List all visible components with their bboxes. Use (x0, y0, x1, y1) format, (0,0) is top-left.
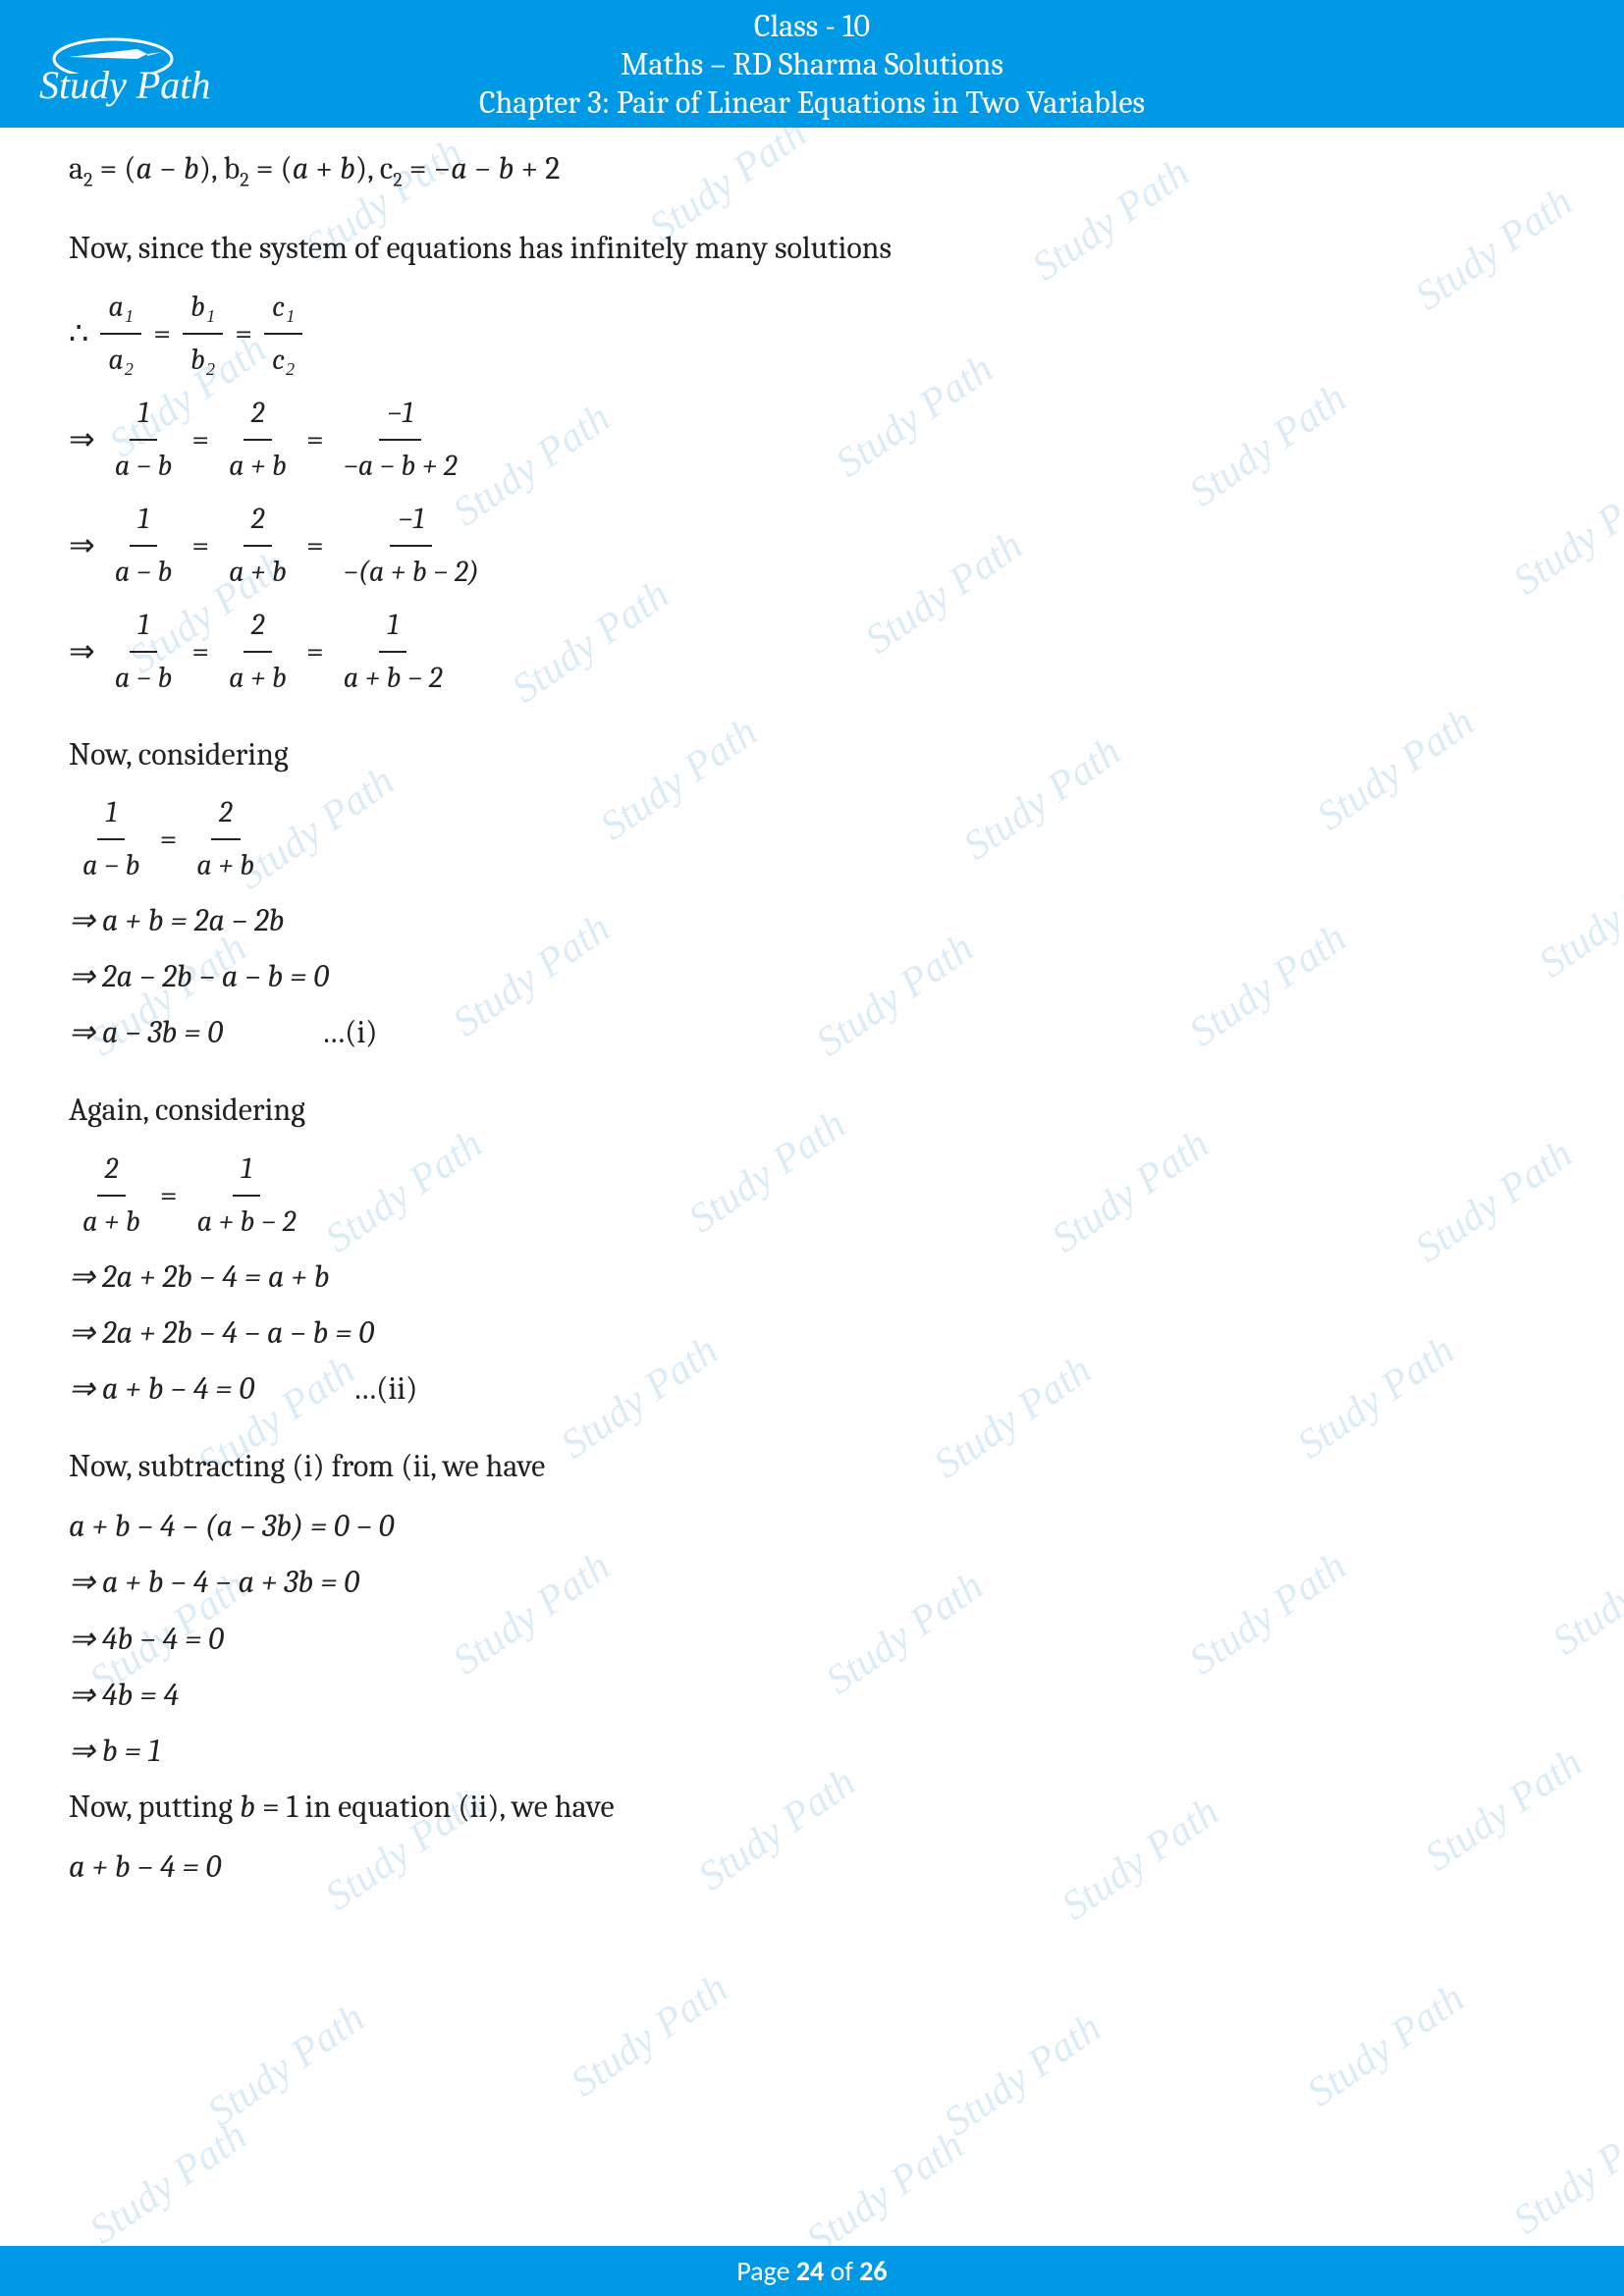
frac-line-4: ⇒ 1a − b=2a + b=1a + b − 2 (69, 602, 1555, 702)
para-subtracting: Now, subtracting (i) from (ii, we have (69, 1441, 1555, 1491)
para-infinite: Now, since the system of equations has i… (69, 223, 1555, 273)
eq-12: a + b − 4 = 0 (69, 1842, 1555, 1892)
para-considering-1: Now, considering (69, 729, 1555, 779)
coeff-line: a2 = (a − b), b2 = (a + b), c2 = −a − b … (69, 143, 1555, 195)
eq-3: ⇒ a − 3b = 0 …(i) (69, 1007, 1555, 1057)
header-chapter: Chapter 3: Pair of Linear Equations in T… (29, 84, 1595, 121)
header-subject: Maths – RD Sharma Solutions (29, 46, 1595, 82)
logo: Study Path (39, 15, 216, 113)
eq-7: a + b − 4 − (a − 3b) = 0 − 0 (69, 1501, 1555, 1551)
eq-5: ⇒ 2a + 2b − 4 − a − b = 0 (69, 1308, 1555, 1358)
eq-6-expr: ⇒ a + b − 4 = 0 (69, 1363, 254, 1414)
para-putting: Now, putting b = 1 in equation (ii), we … (69, 1782, 1555, 1832)
header-class: Class - 10 (29, 8, 1595, 44)
coeff-text: a2 = (a − b), b2 = (a + b), c2 = −a − b … (69, 143, 560, 195)
frac-line-1: ∴ a₁a₂=b₁b₂=c₁c₂ (69, 284, 1555, 384)
frac-line-3: ⇒ 1a − b=2a + b=−1−(a + b − 2) (69, 496, 1555, 596)
eq-3-expr: ⇒ a − 3b = 0 (69, 1007, 223, 1057)
eq-10: ⇒ 4b = 4 (69, 1670, 1555, 1720)
header-titles: Class - 10 Maths – RD Sharma Solutions C… (29, 8, 1595, 121)
frac-line-6: 2a + b=1a + b − 2 (69, 1146, 1555, 1246)
eq-8: ⇒ a + b − 4 − a + 3b = 0 (69, 1557, 1555, 1607)
page-header: Study Path Class - 10 Maths – RD Sharma … (0, 0, 1624, 128)
footer-current: 24 (796, 2254, 824, 2288)
frac-line-5: 1a − b=2a + b (69, 789, 1555, 889)
frac-line-2: ⇒ 1a − b=2a + b=−1−a − b + 2 (69, 390, 1555, 490)
eq-3-num: …(i) (321, 1007, 377, 1057)
footer-mid: of (824, 2254, 859, 2288)
eq-4: ⇒ 2a + 2b − 4 = a + b (69, 1252, 1555, 1302)
page-footer: Page 24 of 26 (0, 2246, 1624, 2296)
eq-11: ⇒ b = 1 (69, 1726, 1555, 1776)
eq-6: ⇒ a + b − 4 = 0 …(ii) (69, 1363, 1555, 1414)
para-considering-2: Again, considering (69, 1085, 1555, 1135)
eq-1: ⇒ a + b = 2a − 2b (69, 895, 1555, 945)
eq-2: ⇒ 2a − 2b − a − b = 0 (69, 951, 1555, 1001)
footer-prefix: Page (736, 2254, 795, 2288)
eq-9: ⇒ 4b − 4 = 0 (69, 1614, 1555, 1664)
eq-6-num: …(ii) (352, 1363, 417, 1414)
page-content: a2 = (a − b), b2 = (a + b), c2 = −a − b … (0, 128, 1624, 1938)
footer-total: 26 (859, 2254, 887, 2288)
pen-icon (49, 20, 177, 74)
